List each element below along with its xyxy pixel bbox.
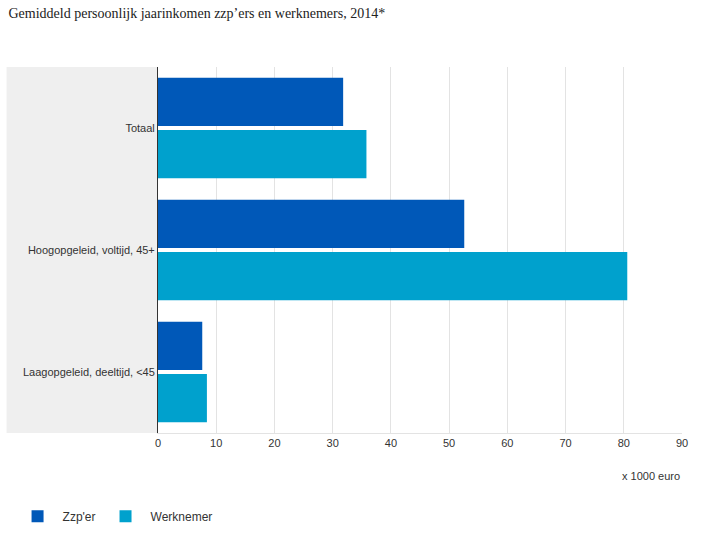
svg-text:30: 30 [327, 437, 339, 449]
svg-text:Zzp'er: Zzp'er [63, 510, 96, 524]
svg-text:x 1000 euro: x 1000 euro [622, 470, 680, 482]
svg-text:80: 80 [618, 437, 630, 449]
svg-text:70: 70 [559, 437, 571, 449]
svg-text:Laagopgeleid, deeltijd, <45: Laagopgeleid, deeltijd, <45 [23, 366, 155, 378]
svg-text:Totaal: Totaal [125, 122, 154, 134]
svg-text:0: 0 [155, 437, 161, 449]
svg-text:20: 20 [268, 437, 280, 449]
svg-text:40: 40 [385, 437, 397, 449]
svg-text:50: 50 [443, 437, 455, 449]
svg-text:90: 90 [676, 437, 688, 449]
svg-text:Werknemer: Werknemer [151, 510, 213, 524]
svg-text:10: 10 [210, 437, 222, 449]
svg-text:Hoogopgeleid, voltijd, 45+: Hoogopgeleid, voltijd, 45+ [28, 244, 155, 256]
svg-text:60: 60 [501, 437, 513, 449]
svg-text:Gemiddeld persoonlijk jaarinko: Gemiddeld persoonlijk jaarinkomen zzp’er… [8, 6, 385, 21]
